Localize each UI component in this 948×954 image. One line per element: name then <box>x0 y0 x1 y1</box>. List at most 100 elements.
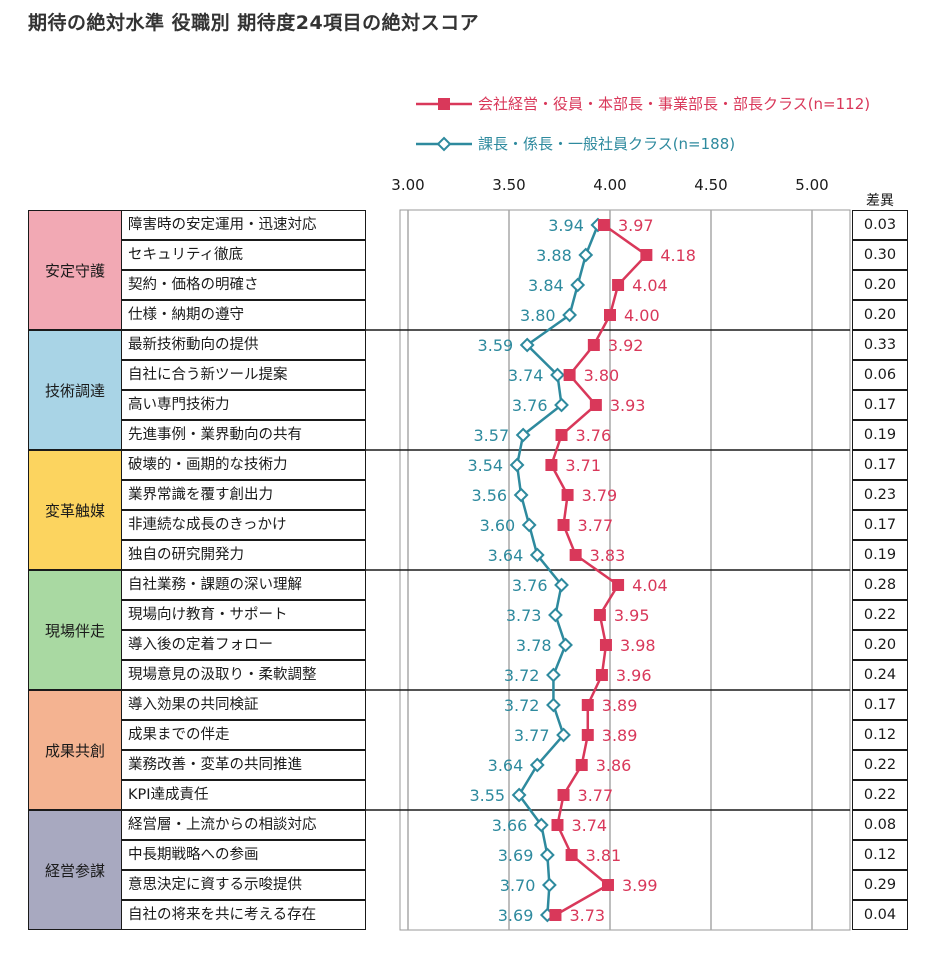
difference-cell: 0.17 <box>852 450 908 480</box>
staff-diamond-marker <box>513 487 529 503</box>
staff-data-label: 3.66 <box>492 816 528 835</box>
difference-cell: 0.17 <box>852 690 908 720</box>
mgmt-data-label: 3.93 <box>610 396 646 415</box>
item-label: 中長期戦略への参画 <box>122 840 366 870</box>
difference-cell: 0.22 <box>852 600 908 630</box>
difference-cell: 0.19 <box>852 420 908 450</box>
staff-data-label: 3.84 <box>528 276 564 295</box>
staff-data-label: 3.59 <box>478 336 514 355</box>
mgmt-data-label: 4.00 <box>624 306 660 325</box>
difference-cell: 0.12 <box>852 720 908 750</box>
mgmt-square-marker <box>551 819 564 831</box>
staff-diamond-marker <box>550 367 565 383</box>
staff-diamond-marker <box>554 397 569 413</box>
mgmt-square-marker <box>557 789 570 801</box>
staff-diamond-marker <box>562 307 578 323</box>
difference-cell: 0.23 <box>852 480 908 510</box>
mgmt-data-label: 3.95 <box>614 606 650 625</box>
staff-diamond-marker <box>509 457 525 473</box>
mgmt-data-label: 4.04 <box>632 276 668 295</box>
staff-data-label: 3.76 <box>512 576 548 595</box>
difference-cell: 0.30 <box>852 240 908 270</box>
staff-data-label: 3.55 <box>469 786 505 805</box>
item-label: 障害時の安定運用・迅速対応 <box>122 210 366 240</box>
mgmt-data-label: 3.77 <box>578 786 614 805</box>
mgmt-square-marker <box>640 249 653 261</box>
item-label: 意思決定に資する示唆提供 <box>122 870 366 900</box>
staff-data-label: 3.64 <box>488 546 524 565</box>
difference-cell: 0.12 <box>852 840 908 870</box>
mgmt-data-label: 3.79 <box>582 486 618 505</box>
item-label: 導入後の定着フォロー <box>122 630 366 660</box>
legend-label-staff: 課長・係長・一般社員クラス(n=188) <box>478 135 736 153</box>
category-cell: 経営参謀 <box>28 810 122 930</box>
mgmt-square-marker <box>581 729 594 741</box>
mgmt-square-marker <box>545 459 558 471</box>
mgmt-square-marker <box>589 399 602 411</box>
staff-diamond-marker <box>539 847 555 863</box>
staff-data-label: 3.73 <box>506 606 542 625</box>
item-label: 自社に合う新ツール提案 <box>122 360 366 390</box>
staff-diamond-marker <box>554 577 569 593</box>
difference-cell: 0.04 <box>852 900 908 930</box>
staff-data-label: 3.78 <box>516 636 552 655</box>
staff-data-label: 3.64 <box>488 756 524 775</box>
staff-diamond-marker <box>529 757 545 773</box>
mgmt-data-label: 3.76 <box>576 426 612 445</box>
difference-cell: 0.24 <box>852 660 908 690</box>
staff-data-label: 3.72 <box>504 666 540 685</box>
staff-data-label: 3.77 <box>514 726 550 745</box>
difference-header: 差異 <box>866 193 894 209</box>
staff-data-label: 3.56 <box>471 486 507 505</box>
legend-label-mgmt: 会社経営・役員・本部長・事業部長・部長クラス(n=112) <box>478 95 871 113</box>
staff-data-label: 3.69 <box>498 846 534 865</box>
mgmt-data-label: 4.18 <box>660 246 696 265</box>
staff-data-label: 3.88 <box>536 246 572 265</box>
difference-cell: 0.22 <box>852 750 908 780</box>
x-tick-label: 4.00 <box>593 176 627 194</box>
difference-cell: 0.20 <box>852 630 908 660</box>
mgmt-data-label: 4.04 <box>632 576 668 595</box>
difference-cell: 0.33 <box>852 330 908 360</box>
difference-cell: 0.22 <box>852 780 908 810</box>
mgmt-data-label: 3.71 <box>565 456 601 475</box>
category-cell: 成果共創 <box>28 690 122 810</box>
mgmt-data-label: 3.73 <box>569 906 605 925</box>
mgmt-square-marker <box>593 609 606 621</box>
staff-diamond-marker <box>570 277 586 293</box>
difference-cell: 0.29 <box>852 870 908 900</box>
mgmt-data-label: 3.99 <box>622 876 658 895</box>
x-tick-label: 5.00 <box>795 176 829 194</box>
mgmt-square-marker <box>612 579 625 591</box>
series-line-staff <box>515 224 600 916</box>
staff-diamond-marker <box>515 427 531 443</box>
mgmt-data-label: 3.97 <box>618 216 654 235</box>
legend-square-marker-icon <box>416 98 472 110</box>
staff-data-label: 3.60 <box>480 516 516 535</box>
staff-diamond-marker <box>578 247 594 263</box>
staff-diamond-marker <box>558 637 573 653</box>
staff-diamond-marker <box>511 787 527 803</box>
category-cell: 安定守護 <box>28 210 122 330</box>
difference-cell: 0.08 <box>852 810 908 840</box>
difference-cell: 0.03 <box>852 210 908 240</box>
item-label: 現場向け教育・サポート <box>122 600 366 630</box>
item-label: 高い専門技術力 <box>122 390 366 420</box>
difference-cell: 0.20 <box>852 270 908 300</box>
mgmt-square-marker <box>599 639 612 651</box>
staff-diamond-marker <box>546 667 561 683</box>
mgmt-data-label: 3.92 <box>608 336 644 355</box>
mgmt-square-marker <box>563 369 576 381</box>
mgmt-data-label: 3.86 <box>596 756 632 775</box>
mgmt-square-marker <box>565 849 578 861</box>
mgmt-square-marker <box>561 489 574 501</box>
mgmt-square-marker <box>612 279 625 291</box>
staff-diamond-marker <box>541 877 557 893</box>
mgmt-square-marker <box>581 699 594 711</box>
item-table: 安定守護 技術調達 変革触媒 現場伴走 成果共創 経営参謀 障害時の安定運用・迅速対応 セキュ… <box>28 210 366 930</box>
mgmt-square-marker <box>597 219 610 231</box>
mgmt-square-marker <box>604 309 616 321</box>
item-label: 自社の将来を共に考える存在 <box>122 900 366 930</box>
mgmt-square-marker <box>549 909 562 921</box>
mgmt-square-marker <box>569 549 582 561</box>
